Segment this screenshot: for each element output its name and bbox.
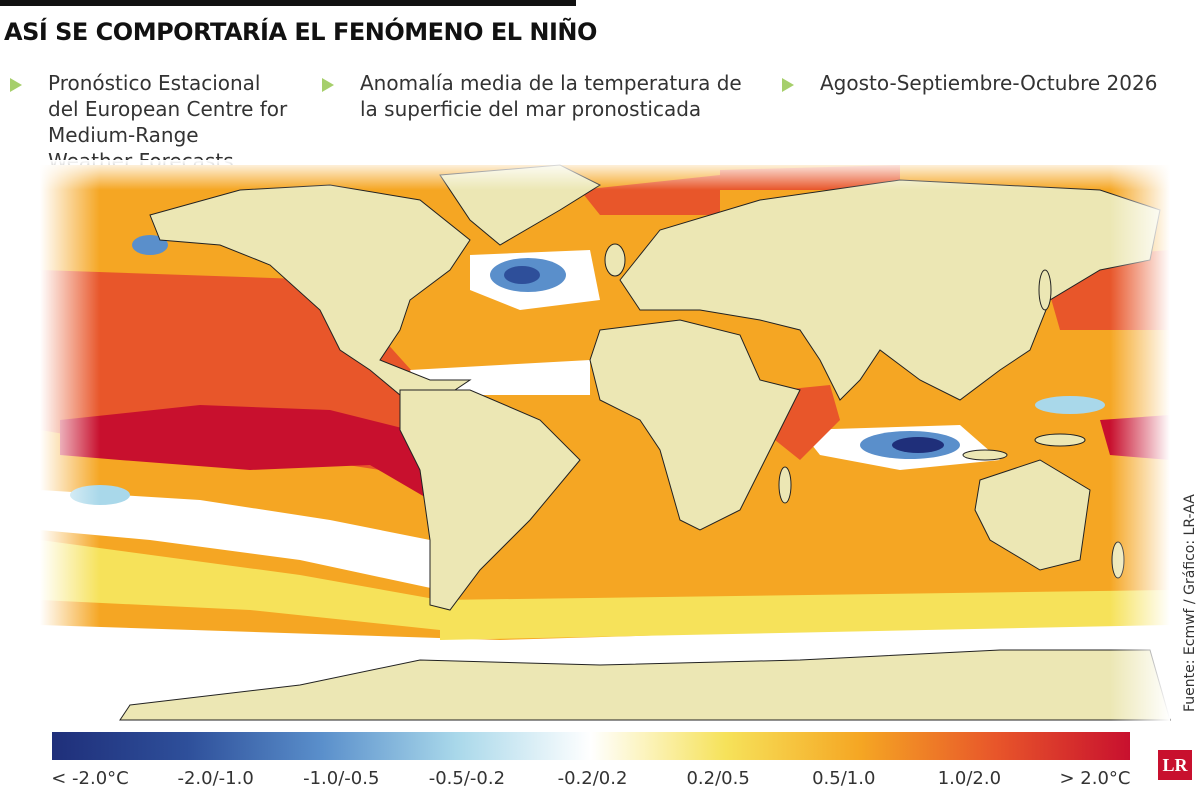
top-rule <box>0 0 576 6</box>
legend-label: -2.0/-1.0 <box>177 768 254 789</box>
title: ASÍ SE COMPORTARÍA EL FENÓMENO EL NIÑO <box>4 18 597 46</box>
color-scale <box>52 732 1130 760</box>
legend-label: -1.0/-0.5 <box>303 768 380 789</box>
legend-label: 1.0/2.0 <box>937 768 1002 789</box>
bullet: Anomalía media de la temperatura de la s… <box>322 70 760 122</box>
edge-fade <box>40 165 100 725</box>
legend-label: -0.5/-0.2 <box>428 768 506 789</box>
edge-fade <box>40 160 1170 190</box>
legend-label: > 2.0°C <box>1059 768 1131 789</box>
legend-label: < -2.0°C <box>51 768 129 789</box>
logo: LR <box>1158 750 1192 780</box>
source: Fuente: Ecmwf / Gráfico: LR-AA <box>1182 494 1198 712</box>
land <box>119 164 1171 721</box>
legend-label: 0.2/0.5 <box>686 768 750 789</box>
bullet: Agosto-Septiembre-Octubre 2026 <box>782 70 1190 96</box>
legend-label: -0.2/0.2 <box>557 768 628 789</box>
legend-label: 0.5/1.0 <box>812 768 876 789</box>
edge-fade <box>1110 165 1170 725</box>
